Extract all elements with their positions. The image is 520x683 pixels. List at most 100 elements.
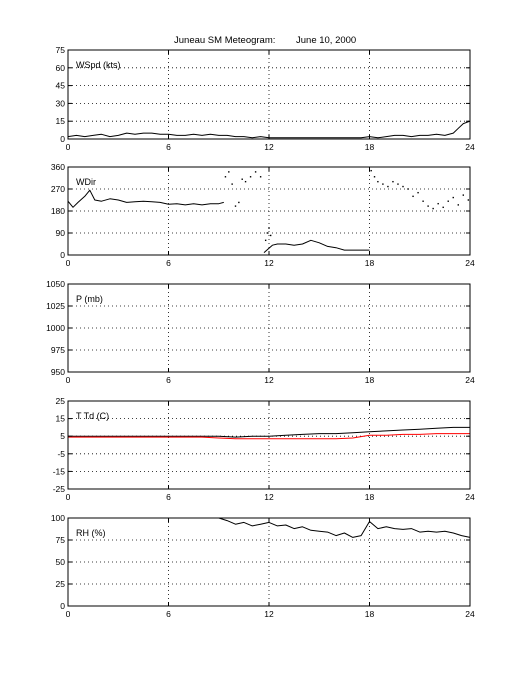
pressure-ytick-label: 950 xyxy=(51,367,65,377)
wind-direction-xtick-label: 6 xyxy=(166,258,171,268)
wind-speed-ytick-label: 0 xyxy=(60,134,65,144)
wind-speed-panel-label: WSpd (kts) xyxy=(76,60,121,70)
pressure-xtick-label: 18 xyxy=(365,375,375,385)
wind-direction-series-2-point xyxy=(224,176,227,178)
wind-direction-series-2-point xyxy=(259,176,262,178)
humidity-xtick-label: 12 xyxy=(264,609,274,619)
wind-direction-series-2-point xyxy=(432,207,434,210)
temperature-ytick-label: -15 xyxy=(53,466,66,476)
title-date: June 10, 2000 xyxy=(296,35,356,46)
wind-direction-series-0-line xyxy=(67,189,224,208)
temperature-ytick-label: 15 xyxy=(56,414,66,424)
humidity-ytick-label: 100 xyxy=(51,513,65,523)
wind-direction-series-2-point xyxy=(442,206,444,209)
wind-direction-series-2-point xyxy=(462,194,464,196)
pressure-xtick-label: 24 xyxy=(465,375,475,385)
pressure-ytick-label: 975 xyxy=(51,345,65,355)
wind-speed-ytick-label: 30 xyxy=(56,98,66,108)
wind-direction-series-2-point xyxy=(268,227,270,229)
wind-direction-series-2-point xyxy=(402,185,404,188)
title-station: Juneau SM Meteogram: xyxy=(174,35,275,46)
pressure-panel-label: P (mb) xyxy=(76,294,103,304)
humidity-ytick-label: 0 xyxy=(60,601,65,611)
wind-direction-series-2-point xyxy=(231,183,233,185)
wind-direction-ytick-label: 0 xyxy=(60,250,65,260)
wind-speed-xtick-label: 0 xyxy=(66,142,71,152)
wind-speed-ytick-label: 45 xyxy=(56,81,66,91)
humidity-ytick-label: 50 xyxy=(56,557,66,567)
wind-direction-series-1-line xyxy=(263,239,370,253)
temperature-xtick-label: 24 xyxy=(465,492,475,502)
wind-direction-ytick-label: 360 xyxy=(51,162,65,172)
wind-direction-series-2-point xyxy=(467,199,470,201)
wind-direction-series-2-point xyxy=(264,239,267,242)
temperature-series-0-line xyxy=(68,426,470,438)
wind-speed-xtick-label: 6 xyxy=(166,142,171,152)
wind-speed-ytick-label: 75 xyxy=(56,45,66,55)
temperature-panel-label: T Td (C) xyxy=(76,411,109,421)
wind-direction-series-2-point xyxy=(422,200,424,202)
wind-direction-series-2-point xyxy=(241,178,243,180)
wind-direction-series-2-point xyxy=(417,191,419,194)
wind-direction-series-2-point xyxy=(382,183,384,185)
panel-pressure: 0 6 12 18 24 950 975 1000 1025 1050 P (mb) xyxy=(46,279,475,385)
wind-direction-series-2-point xyxy=(234,205,237,207)
wind-speed-series-0-line xyxy=(67,120,471,139)
wind-speed-ytick-label: 60 xyxy=(56,63,66,73)
wind-direction-series-2-point xyxy=(373,176,376,178)
humidity-ytick-label: 75 xyxy=(56,535,66,545)
wind-direction-series-2-point xyxy=(228,171,230,173)
wind-direction-series-2-point xyxy=(238,201,240,204)
pressure-ytick-label: 1000 xyxy=(46,323,65,333)
temperature-ytick-label: 5 xyxy=(60,431,65,441)
wind-speed-xtick-label: 24 xyxy=(465,142,475,152)
wind-direction-series-2-point xyxy=(370,169,372,172)
humidity-xtick-label: 6 xyxy=(166,609,171,619)
wind-direction-series-2-point xyxy=(254,171,257,173)
pressure-ytick-label: 1025 xyxy=(46,301,65,311)
temperature-ytick-label: -25 xyxy=(53,484,66,494)
wind-direction-series-2-point xyxy=(427,205,429,207)
wind-direction-series-2-point xyxy=(452,196,454,199)
temperature-ytick-label: 25 xyxy=(56,396,66,406)
wind-direction-ytick-label: 270 xyxy=(51,184,65,194)
wind-direction-series-2-point xyxy=(407,188,409,190)
wind-direction-series-2-point xyxy=(269,234,272,237)
wind-direction-xtick-label: 24 xyxy=(465,258,475,268)
wind-direction-series-2-point xyxy=(266,232,269,234)
wind-direction-series-2-point xyxy=(244,180,247,183)
temperature-xtick-label: 6 xyxy=(166,492,171,502)
wind-speed-xtick-label: 18 xyxy=(365,142,375,152)
wind-direction-series-2-point xyxy=(437,202,439,205)
temperature-xtick-label: 12 xyxy=(264,492,274,502)
pressure-xtick-label: 6 xyxy=(166,375,171,385)
wind-direction-series-2-point xyxy=(412,195,414,198)
wind-speed-ytick-label: 15 xyxy=(56,116,66,126)
wind-speed-xtick-label: 12 xyxy=(264,142,274,152)
humidity-xtick-label: 24 xyxy=(465,609,475,619)
temperature-ytick-label: -5 xyxy=(57,449,65,459)
pressure-xtick-label: 0 xyxy=(66,375,71,385)
panel-wind-direction: 0 6 12 18 24 0 90 180 270 360 WDir xyxy=(51,162,475,268)
temperature-series-1-line xyxy=(68,433,470,440)
wind-direction-series-2-point xyxy=(249,176,252,178)
wind-direction-series-2-point xyxy=(447,200,449,202)
wind-direction-ytick-label: 180 xyxy=(51,206,65,216)
wind-direction-xtick-label: 12 xyxy=(264,258,274,268)
wind-direction-series-2-point xyxy=(377,180,379,183)
wind-direction-series-2-point xyxy=(392,180,394,183)
wind-direction-ytick-label: 90 xyxy=(56,228,66,238)
wind-direction-series-2-point xyxy=(387,185,389,188)
humidity-xtick-label: 18 xyxy=(365,609,375,619)
wind-direction-panel-label: WDir xyxy=(76,177,96,187)
wind-direction-xtick-label: 18 xyxy=(365,258,375,268)
pressure-ytick-label: 1050 xyxy=(46,279,65,289)
panel-temperature-dewpoint: 0 6 12 18 24 -25 -15 -5 5 15 25 T Td (C) xyxy=(53,396,475,502)
humidity-xtick-label: 0 xyxy=(66,609,71,619)
humidity-panel-label: RH (%) xyxy=(76,528,106,538)
temperature-xtick-label: 18 xyxy=(365,492,375,502)
temperature-xtick-label: 0 xyxy=(66,492,71,502)
panel-wind-speed: 0 6 12 18 24 0 15 30 45 60 75 WSpd (kts) xyxy=(56,45,475,152)
